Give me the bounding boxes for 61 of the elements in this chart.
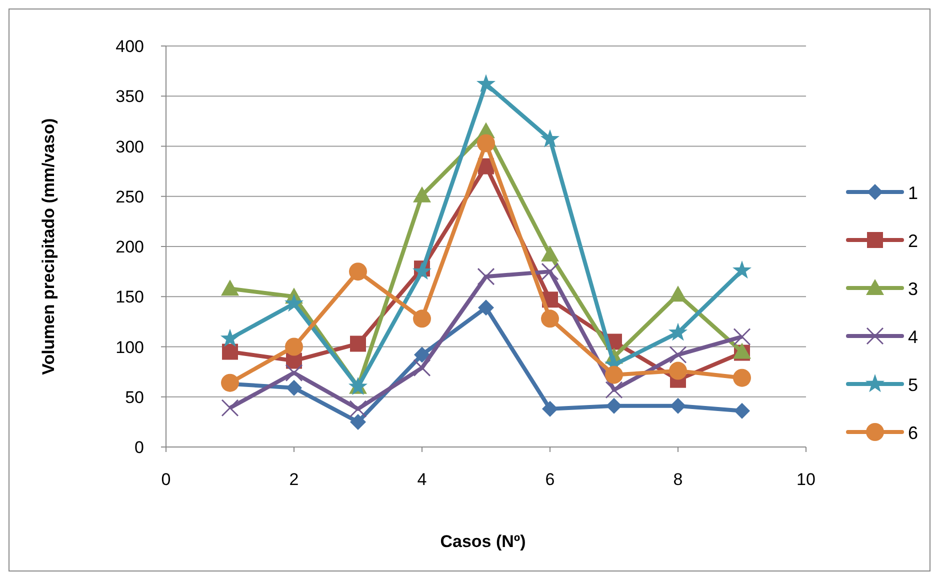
x-axis-title: Casos (Nº) <box>440 532 526 551</box>
point <box>477 268 495 286</box>
x-tick-label: 6 <box>545 470 555 489</box>
point <box>285 338 303 356</box>
point <box>541 310 559 328</box>
point <box>541 262 559 280</box>
point <box>413 359 431 377</box>
legend-label: 6 <box>908 423 918 443</box>
y-tick-label: 300 <box>116 137 144 156</box>
point <box>605 366 623 384</box>
x-tick-label: 0 <box>161 470 171 489</box>
point <box>605 381 623 399</box>
point <box>478 300 494 316</box>
point <box>476 74 496 92</box>
point <box>668 322 688 341</box>
legend-label: 1 <box>908 183 918 203</box>
y-tick-label: 50 <box>125 388 144 407</box>
point <box>669 362 687 380</box>
point <box>542 400 558 417</box>
point <box>669 346 687 364</box>
point <box>350 336 366 352</box>
point <box>477 134 495 152</box>
y-tick-label: 200 <box>116 238 144 256</box>
y-tick-label: 250 <box>116 187 144 206</box>
legend-label: 2 <box>908 231 918 251</box>
point <box>285 364 303 382</box>
x-tick-label: 4 <box>417 470 427 489</box>
point <box>733 368 751 387</box>
point <box>221 280 239 296</box>
x-tick-label: 10 <box>796 470 816 489</box>
point <box>732 260 752 279</box>
point <box>350 414 366 430</box>
point <box>221 399 239 417</box>
point <box>414 346 430 363</box>
point <box>349 400 367 418</box>
legend-label: 5 <box>908 375 918 395</box>
y-tick-label: 400 <box>116 37 144 56</box>
point <box>733 328 751 346</box>
point <box>286 380 302 396</box>
y-tick-label: 150 <box>116 288 144 307</box>
y-tick-label: 350 <box>116 87 144 106</box>
point <box>606 398 622 414</box>
point <box>413 310 431 328</box>
x-tick-label: 2 <box>289 470 299 489</box>
legend-label: 4 <box>908 327 918 347</box>
point <box>670 398 686 414</box>
y-tick-label: 100 <box>116 338 144 357</box>
legend-label: 3 <box>908 279 918 299</box>
point <box>413 186 431 202</box>
point <box>349 262 367 281</box>
point <box>284 294 304 312</box>
x-tick-label: 8 <box>673 470 683 489</box>
point <box>669 286 687 302</box>
point <box>541 246 559 262</box>
point <box>734 402 750 419</box>
point <box>412 262 432 280</box>
point <box>540 129 560 148</box>
point <box>220 328 240 347</box>
y-tick-label: 0 <box>134 438 144 457</box>
y-axis-title: Volumen precipitado (mm/vaso) <box>39 118 58 375</box>
point <box>222 344 238 360</box>
